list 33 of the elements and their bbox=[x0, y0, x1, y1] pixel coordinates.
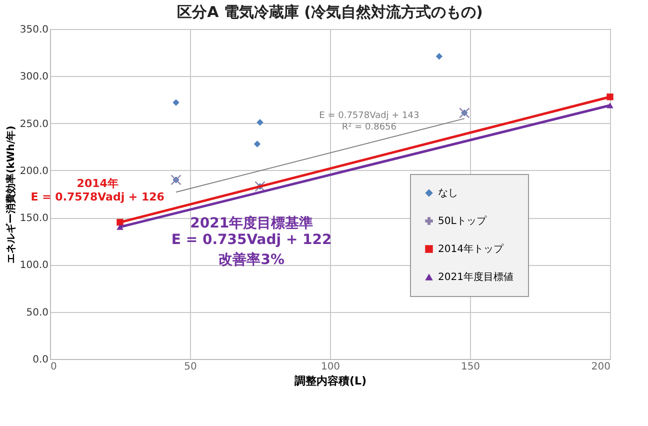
x-tick-label: 200 bbox=[591, 362, 610, 372]
annotation: R² = 0.8656 bbox=[342, 122, 397, 132]
y-tick-label: 250.0 bbox=[20, 118, 48, 130]
legend-label: なし bbox=[438, 188, 458, 199]
y-tick-label: 350.0 bbox=[20, 24, 48, 36]
x-axis-title: 調整内容積(L) bbox=[294, 374, 367, 388]
x-tick-label: 50 bbox=[184, 362, 197, 372]
annotation: 改善率3% bbox=[218, 251, 284, 268]
y-axis-title: エネルギー消費効率(kWh/年) bbox=[4, 126, 17, 264]
chart-title: 区分A 電気冷蔵庫 (冷気自然対流方式のもの) bbox=[177, 3, 483, 21]
y-tick-label: 200.0 bbox=[20, 166, 48, 177]
x-tick-label: 150 bbox=[460, 362, 480, 372]
annotation: 2014年 bbox=[76, 177, 118, 190]
point bbox=[254, 140, 261, 148]
point bbox=[172, 99, 180, 106]
y-tick-label: 50.0 bbox=[26, 307, 48, 318]
annotation: 2021年度目標基準 bbox=[190, 214, 314, 232]
point bbox=[436, 52, 443, 60]
x-tick-label: 0 bbox=[50, 362, 57, 372]
point bbox=[116, 218, 124, 226]
point bbox=[606, 94, 614, 100]
y-tick-label: 0.0 bbox=[32, 354, 48, 366]
y-tick-label: 150.0 bbox=[20, 213, 48, 224]
annotation: E = 0.7578Vadj + 126 bbox=[30, 190, 165, 204]
legend-label: 50Lトップ bbox=[438, 215, 488, 227]
annotation: E = 0.7578Vadj + 143 bbox=[319, 110, 420, 121]
y-tick-label: 300.0 bbox=[20, 72, 48, 83]
x-tick-label: 100 bbox=[320, 362, 340, 372]
point bbox=[256, 118, 264, 126]
annotation: E = 0.735Vadj + 122 bbox=[171, 232, 332, 248]
legend-label: 2021年度目標値 bbox=[438, 271, 514, 283]
legend-label: 2014年トップ bbox=[438, 243, 504, 255]
y-tick-label: 100.0 bbox=[20, 260, 48, 272]
